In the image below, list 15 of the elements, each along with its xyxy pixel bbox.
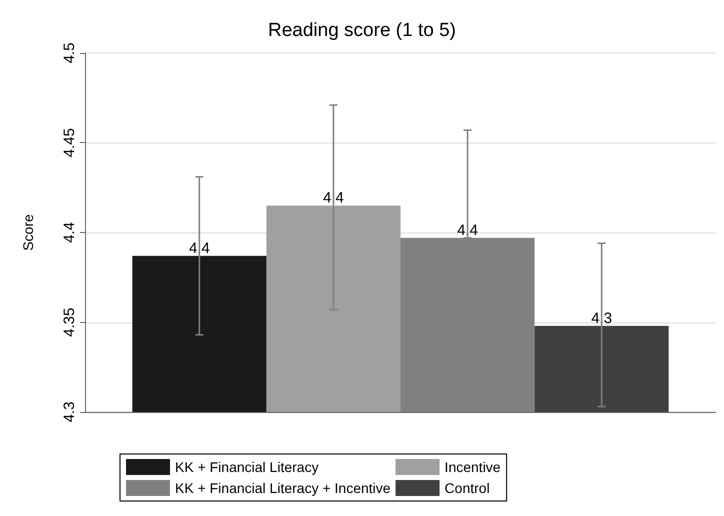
chart-title: Reading score (1 to 5) (268, 20, 456, 41)
y-tick-label: 4.45 (61, 128, 78, 158)
y-tick-label: 4.35 (61, 308, 78, 337)
data-label: 4.4 (323, 190, 344, 207)
y-tick-label: 4.3 (61, 402, 78, 422)
legend-label: KK + Financial Literacy + Incentive (175, 480, 391, 496)
data-label: 4.4 (188, 240, 210, 257)
data-label: 4.4 (457, 222, 478, 239)
legend-label: KK + Financial Literacy (175, 459, 319, 475)
legend-label: Incentive (444, 459, 501, 475)
legend-label: Control (444, 480, 490, 496)
y-tick-label: 4.4 (61, 222, 78, 243)
data-label: 4.3 (591, 310, 612, 327)
y-tick-label: 4.5 (61, 42, 78, 64)
y-axis-title: Score (20, 214, 36, 251)
